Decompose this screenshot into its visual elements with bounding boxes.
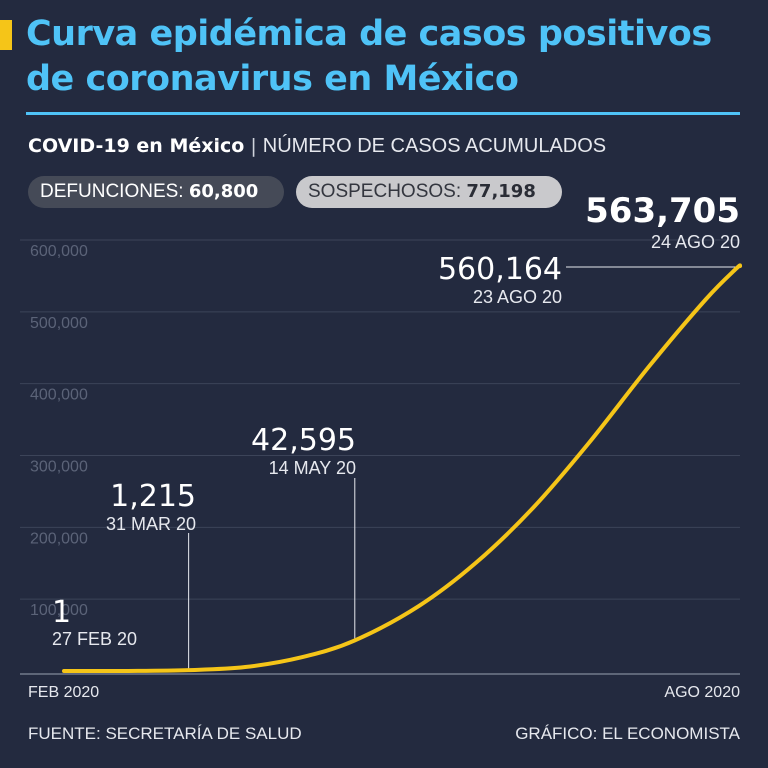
- y-tick-label: 600,000: [30, 243, 88, 260]
- y-tick-label: 100,000: [30, 602, 88, 619]
- x-tick-label: FEB 2020: [28, 684, 99, 701]
- annotation-value: 1,215: [110, 479, 196, 514]
- annotation-value: 1: [52, 595, 71, 630]
- annotation-value: 42,595: [251, 423, 356, 458]
- accent-bar: [0, 20, 12, 50]
- y-tick-label: 300,000: [30, 459, 88, 476]
- annotation-date: 14 MAY 20: [269, 458, 356, 478]
- suspected-label: SOSPECHOSOS:: [308, 181, 462, 202]
- y-tick-label: 200,000: [30, 530, 88, 547]
- suspected-badge: SOSPECHOSOS: 77,198: [296, 176, 562, 208]
- annotation-value: 560,164: [438, 252, 562, 287]
- deaths-label: DEFUNCIONES:: [40, 181, 184, 202]
- series-line: [62, 263, 743, 673]
- suspected-value: 77,198: [466, 181, 536, 202]
- x-tick-label: AGO 2020: [664, 684, 740, 701]
- subtitle-separator: |: [250, 135, 257, 157]
- annotation-date: 31 MAR 20: [106, 514, 196, 534]
- annotation-date: 24 AGO 20: [651, 232, 740, 252]
- subtitle-measure: NÚMERO DE CASOS ACUMULADOS: [262, 135, 607, 157]
- annotation-date: 27 FEB 20: [52, 629, 137, 649]
- y-tick-label: 500,000: [30, 315, 88, 332]
- deaths-value: 60,800: [188, 181, 259, 202]
- annotation-value: 563,705: [585, 191, 740, 231]
- page-title: Curva epidémica de casos positivos de co…: [26, 14, 712, 99]
- deaths-badge: DEFUNCIONES: 60,800: [28, 176, 284, 208]
- title-divider: [26, 112, 740, 115]
- annotation-date: 23 AGO 20: [473, 287, 562, 307]
- subtitle-topic: COVID-19 en México: [28, 135, 245, 157]
- source-note: FUENTE: SECRETARÍA DE SALUD: [28, 724, 302, 743]
- chart-subtitle: COVID-19 en México | NÚMERO DE CASOS ACUMU…: [28, 133, 606, 159]
- credit-note: GRÁFICO: EL ECONOMISTA: [515, 724, 740, 743]
- y-tick-label: 400,000: [30, 387, 88, 404]
